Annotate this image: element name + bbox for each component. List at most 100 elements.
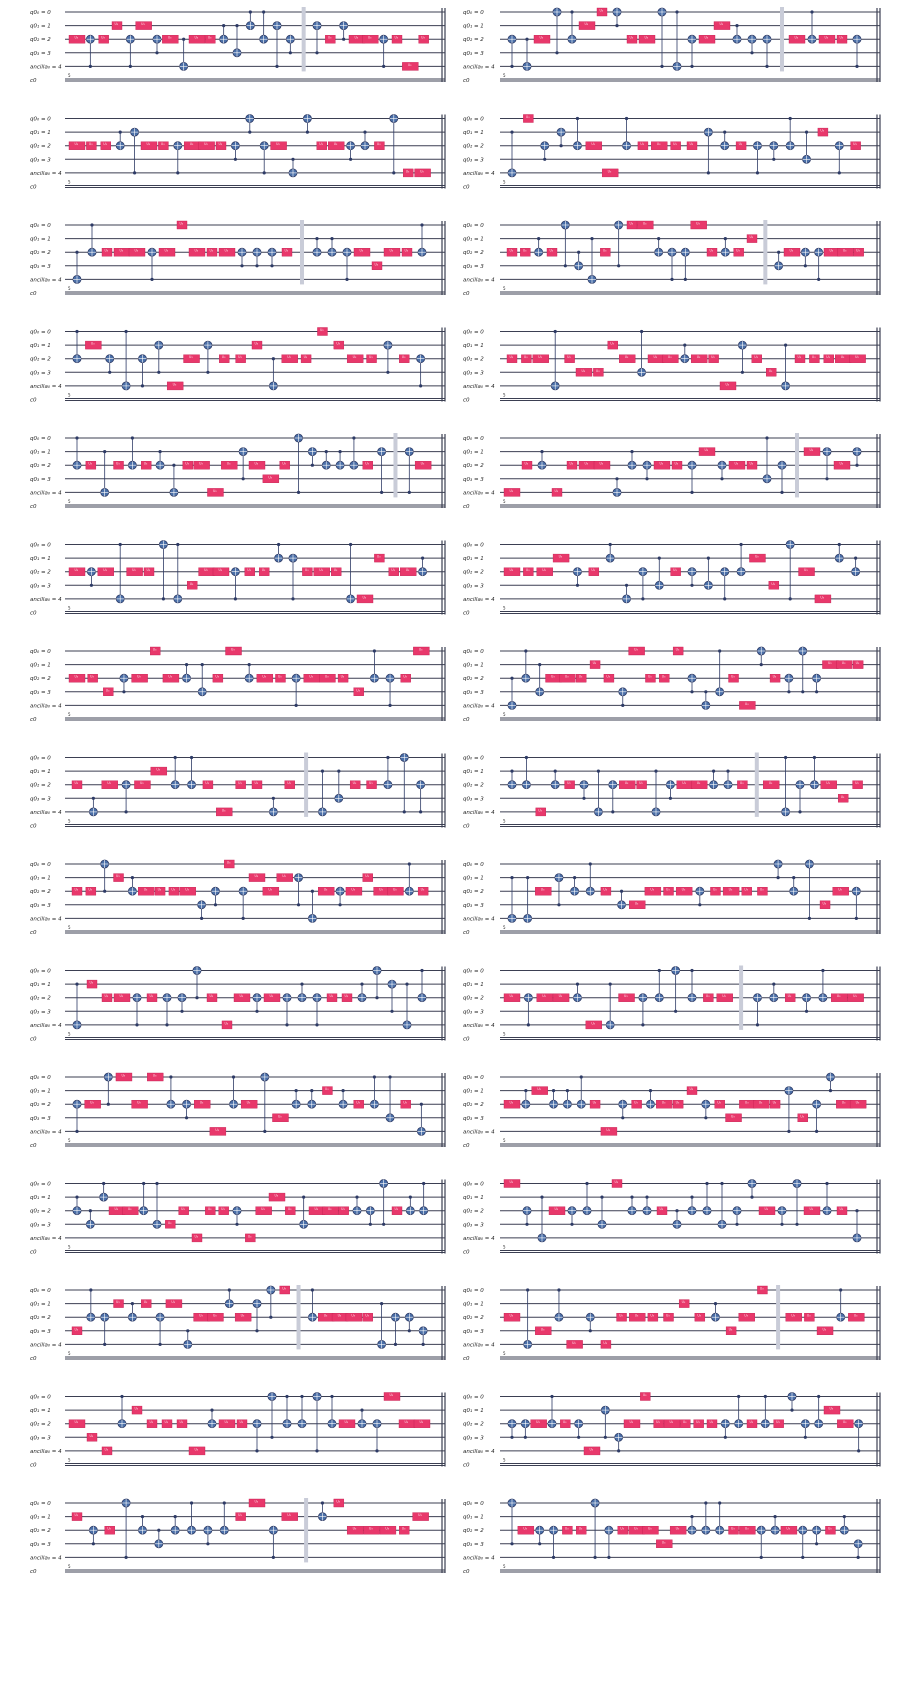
wire-label: c0 [463,1463,470,1469]
control-dot [419,1102,423,1106]
gate-label: U₃ [828,661,832,665]
gate-label: U₃ [841,795,845,799]
gate-label: U₃ [304,355,308,359]
classical-count: 5 [68,1351,71,1356]
wire-label: q0₁ = 1 [30,1302,51,1308]
wire-label: q0₃ = 3 [463,690,484,696]
gate-label: U₃ [140,781,144,785]
u3-gate [162,35,179,44]
control-dot [810,10,814,14]
u3-gate [656,1099,673,1109]
control-dot [269,1315,273,1319]
wire-label: q0₂ = 2 [463,250,484,256]
u3-gate [341,993,353,1002]
u3-gate [363,1525,380,1535]
u3-gate [631,1099,642,1109]
gate-label: U₃ [208,36,212,40]
u3-gate [319,674,336,683]
gate-label: U₃ [185,888,189,892]
u3-gate [221,461,238,470]
control-dot [777,250,781,254]
u3-gate [318,887,335,896]
wire-label: c0 [463,78,470,84]
gate-label: U₃ [660,462,664,466]
u3-gate [209,1127,227,1136]
u3-gate [103,687,114,696]
control-dot [310,1089,314,1093]
gate-label: U₃ [150,1420,154,1424]
gate-label: U₃ [199,1314,203,1318]
gate-label: U₃ [773,1101,777,1105]
u3-gate [600,1127,618,1136]
gate-label: U₃ [662,1540,666,1544]
gate-label: U₃ [115,1207,119,1211]
wire-label: c0 [463,1569,470,1575]
gate-label: U₃ [75,781,79,785]
gate-label: U₃ [419,648,423,652]
control-dot [380,490,384,494]
classical-count: 5 [68,712,71,717]
wire-label: q0₁ = 1 [30,1089,51,1095]
wire-label: q0₀ = 0 [463,330,484,336]
u3-gate [235,780,246,789]
control-dot [206,370,210,374]
gate-label: U₃ [510,355,514,359]
control-dot [419,384,423,388]
u3-gate [183,354,200,363]
gate-label: U₃ [351,1314,355,1318]
gate-label: U₃ [745,702,749,706]
gate-label: U₃ [559,555,563,559]
u3-gate [766,368,777,377]
u3-gate [379,1525,397,1535]
gate-label: U₃ [540,36,544,40]
wire-label: ancilla₀ = 4 [463,277,495,283]
u3-gate [576,1525,587,1535]
gate-label: U₃ [786,1527,790,1531]
u3-gate [353,247,371,257]
u3-gate [746,234,758,243]
control-dot [408,1195,412,1199]
u3-gate [235,1512,246,1521]
control-dot [563,264,567,268]
gate-label: U₃ [238,355,242,359]
u3-gate [205,35,216,44]
gate-label: U₃ [144,462,148,466]
control-dot [723,130,727,134]
wire-label: q0₃ = 3 [30,1116,51,1122]
gate-label: U₃ [231,648,235,652]
circuit-panel: q0₀ = 0 q0₁ = 1 q0₂ = 2 q0₃ = 3 ancilla₀ = 4… [463,859,881,936]
u3-gate [374,141,385,150]
gate-label: U₃ [208,1207,212,1211]
control-dot [570,10,574,14]
wire-label: q0₀ = 0 [463,10,484,16]
u3-gate [817,127,829,137]
gate-label: U₃ [510,994,514,998]
circuit-panel: q0₀ = 0 q0₁ = 1 q0₂ = 2 q0₃ = 3 ancilla₀ = 4… [30,433,446,510]
control-dot [723,597,727,601]
control-dot [855,64,859,68]
wire-label: q0₀ = 0 [30,223,51,229]
control-dot [315,1023,319,1027]
gate-label: U₃ [662,1101,666,1105]
u3-gate [150,766,168,776]
gate-label: U₃ [720,22,724,26]
wire-label: ancilla₀ = 4 [30,703,62,709]
u3-gate [71,1326,83,1336]
u3-gate [338,1419,356,1428]
control-dot [291,157,295,161]
control-dot [375,1449,379,1453]
control-dot [320,1501,325,1505]
gate-label: U₃ [837,994,841,998]
control-dot [300,982,304,986]
u3-gate [219,354,230,363]
control-dot [705,1181,709,1186]
control-dot [787,1129,791,1133]
u3-gate [737,780,748,789]
u3-gate [751,354,762,363]
control-dot [172,463,176,467]
u3-gate [503,993,521,1002]
wire-label: q0₁ = 1 [463,769,484,775]
control-dot [538,663,542,667]
circuit-panel: q0₀ = 0 q0₁ = 1 q0₂ = 2 q0₃ = 3 ancilla₀ = 4… [30,220,446,297]
circuit-panel: q0₀ = 0 q0₁ = 1 q0₂ = 2 q0₃ = 3 ancilla₀ = 4… [463,1285,881,1362]
